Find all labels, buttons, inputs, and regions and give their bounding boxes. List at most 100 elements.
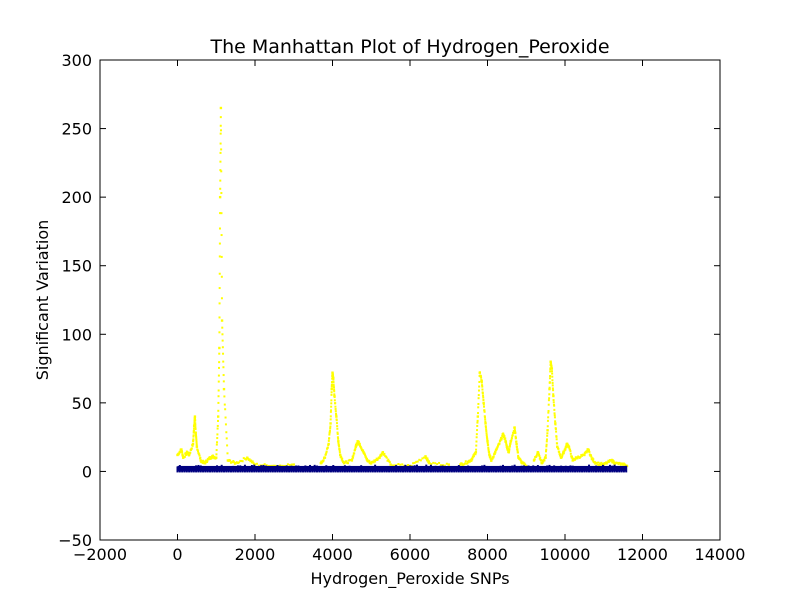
data-point-baseline bbox=[571, 465, 574, 473]
data-point-significant bbox=[476, 419, 479, 422]
data-point-significant bbox=[488, 450, 491, 453]
data-point-baseline bbox=[508, 466, 511, 473]
data-point-baseline bbox=[271, 466, 274, 473]
data-point-significant bbox=[484, 425, 487, 428]
data-point-significant bbox=[432, 461, 435, 464]
data-point-significant bbox=[216, 419, 219, 422]
y-tick-label: 100 bbox=[61, 325, 92, 344]
data-point-significant bbox=[195, 435, 198, 438]
data-point-significant bbox=[219, 151, 222, 154]
data-point-significant bbox=[487, 449, 490, 452]
data-point-baseline bbox=[334, 467, 337, 473]
data-point-significant bbox=[263, 463, 266, 466]
data-point-baseline bbox=[450, 468, 453, 473]
data-point-significant bbox=[484, 426, 487, 429]
data-point-significant bbox=[329, 410, 332, 413]
data-point-baseline bbox=[543, 466, 546, 473]
data-point-significant bbox=[220, 275, 223, 278]
data-point-significant bbox=[252, 461, 255, 464]
data-point-significant bbox=[218, 255, 221, 258]
data-point-baseline bbox=[462, 468, 465, 473]
data-point-significant bbox=[598, 463, 601, 466]
data-point-significant bbox=[549, 360, 552, 363]
data-point-significant bbox=[210, 457, 213, 460]
data-point-significant bbox=[591, 459, 594, 462]
data-point-significant bbox=[558, 451, 561, 454]
data-point-significant bbox=[482, 401, 485, 405]
data-point-significant bbox=[502, 432, 505, 435]
data-point-baseline bbox=[592, 466, 595, 473]
data-point-baseline bbox=[320, 466, 323, 473]
data-point-significant bbox=[428, 462, 431, 465]
data-point-baseline bbox=[227, 467, 230, 473]
data-point-baseline bbox=[202, 468, 205, 473]
data-point-significant bbox=[242, 457, 245, 460]
data-point-baseline bbox=[329, 468, 332, 473]
data-point-significant bbox=[219, 106, 223, 110]
data-point-significant bbox=[194, 428, 197, 431]
data-point-baseline bbox=[304, 465, 307, 473]
data-point-significant bbox=[225, 437, 228, 440]
data-point-baseline bbox=[383, 468, 386, 473]
data-point-significant bbox=[589, 454, 592, 457]
data-point-significant bbox=[495, 448, 498, 451]
data-point-significant bbox=[608, 460, 611, 463]
data-point-significant bbox=[223, 395, 226, 398]
data-point-significant bbox=[536, 453, 539, 456]
data-point-significant bbox=[226, 452, 229, 455]
data-point-baseline bbox=[211, 468, 214, 473]
data-point-significant bbox=[222, 360, 225, 363]
data-point-significant bbox=[513, 428, 516, 431]
data-point-significant bbox=[328, 437, 331, 440]
data-point-significant bbox=[474, 453, 477, 456]
data-point-baseline bbox=[625, 465, 628, 473]
data-point-baseline bbox=[178, 465, 181, 473]
data-point-significant bbox=[336, 427, 339, 430]
data-point-significant bbox=[191, 442, 195, 446]
data-point-significant bbox=[199, 456, 202, 459]
data-point-significant bbox=[556, 442, 559, 445]
data-point-baseline bbox=[488, 468, 491, 473]
data-point-significant bbox=[216, 433, 219, 436]
data-point-significant bbox=[370, 462, 373, 465]
data-point-significant bbox=[355, 445, 358, 448]
data-point-significant bbox=[538, 453, 541, 456]
data-point-baseline bbox=[546, 465, 549, 473]
data-point-significant bbox=[441, 464, 444, 467]
data-point-significant bbox=[483, 409, 486, 412]
data-point-significant bbox=[470, 459, 473, 462]
data-point-significant bbox=[550, 363, 553, 366]
data-point-significant bbox=[330, 383, 333, 386]
data-point-significant bbox=[545, 450, 548, 453]
data-point-baseline bbox=[395, 465, 398, 473]
data-point-significant bbox=[193, 415, 197, 418]
data-point-baseline bbox=[557, 466, 560, 473]
data-point-significant bbox=[189, 451, 192, 454]
data-point-significant bbox=[547, 399, 550, 402]
data-point-significant bbox=[334, 410, 337, 413]
data-point-significant bbox=[330, 405, 333, 408]
data-point-baseline bbox=[257, 468, 260, 473]
data-point-baseline bbox=[336, 466, 339, 473]
data-point-significant bbox=[485, 434, 488, 437]
data-point-significant bbox=[332, 378, 335, 381]
data-point-significant bbox=[328, 430, 331, 433]
data-point-baseline bbox=[613, 464, 616, 473]
data-point-significant bbox=[329, 415, 332, 418]
data-point-significant bbox=[541, 461, 544, 464]
data-point-significant bbox=[481, 384, 484, 387]
data-point-baseline bbox=[264, 465, 267, 473]
data-point-significant bbox=[202, 460, 205, 463]
y-tick-label: 150 bbox=[61, 257, 92, 276]
data-point-significant bbox=[546, 434, 549, 437]
data-point-significant bbox=[345, 460, 348, 463]
data-point-significant bbox=[336, 432, 339, 435]
data-point-significant bbox=[220, 148, 223, 151]
data-point-significant bbox=[422, 456, 425, 459]
data-point-significant bbox=[508, 444, 511, 447]
data-point-significant bbox=[552, 399, 555, 402]
data-point-baseline bbox=[439, 465, 442, 473]
data-point-baseline bbox=[316, 465, 318, 473]
data-point-significant bbox=[568, 446, 571, 449]
data-point-significant bbox=[606, 461, 609, 464]
